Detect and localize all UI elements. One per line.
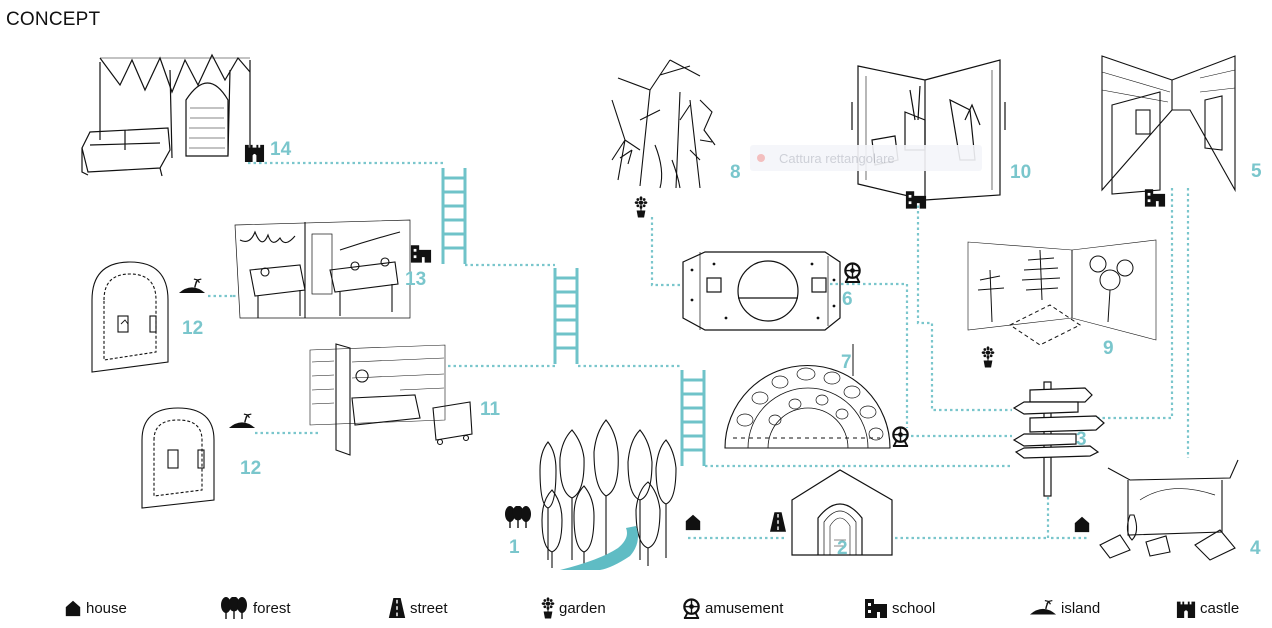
node-number-4: 4 xyxy=(1250,538,1261,559)
garden-icon xyxy=(981,346,995,368)
ladder-2 xyxy=(553,266,579,366)
sketch-3-signpost xyxy=(1012,381,1105,497)
record-dot-icon xyxy=(757,154,765,162)
legend-label: school xyxy=(892,599,936,617)
sketch-10-popup-room xyxy=(851,59,1006,201)
legend-label: garden xyxy=(559,599,606,617)
node-number-11: 11 xyxy=(480,399,501,420)
forest-icon xyxy=(505,506,531,528)
sketch-8-garden xyxy=(611,59,716,189)
street-icon xyxy=(388,598,406,618)
school-icon xyxy=(1144,189,1166,207)
node-number-9: 9 xyxy=(1103,338,1114,359)
connector-lines xyxy=(208,161,1190,540)
legend-label: forest xyxy=(253,599,291,617)
castle-icon xyxy=(244,144,265,162)
house-icon xyxy=(65,600,81,617)
legend-item-garden: garden xyxy=(541,594,606,622)
node-number-13: 13 xyxy=(405,269,427,290)
sketch-14-library-lounge xyxy=(81,53,251,177)
node-number-14: 14 xyxy=(270,139,292,160)
sketch-11-bookshelves xyxy=(309,343,473,456)
sketch-6-vault xyxy=(682,251,841,331)
sketch-5-brick-corridor xyxy=(1101,55,1236,195)
legend-label: street xyxy=(410,599,448,617)
sketch-4-garden-room xyxy=(1099,459,1239,561)
node-number-2: 2 xyxy=(837,538,848,559)
ladder-1 xyxy=(441,166,467,266)
amusement-icon xyxy=(682,597,701,619)
legend-item-school: school xyxy=(864,594,935,622)
node-number-12: 12 xyxy=(182,318,204,339)
diagram-title: CONCEPT xyxy=(6,9,101,30)
sketch-13-office xyxy=(234,219,411,319)
tooltip-text: Cattura rettangolare xyxy=(779,150,895,166)
amusement-icon xyxy=(843,262,862,283)
ladder-3 xyxy=(680,368,706,468)
node-number-8: 8 xyxy=(730,162,741,183)
school-icon xyxy=(865,599,887,618)
sketch-1-forest-river xyxy=(539,419,677,570)
legend-item-castle: castle xyxy=(1176,594,1239,622)
legend-item-forest: forest xyxy=(219,594,291,622)
castle-icon xyxy=(1176,601,1196,618)
legend-label: island xyxy=(1061,599,1101,617)
node-number-1: 1 xyxy=(509,537,520,558)
island-icon xyxy=(1029,599,1057,616)
island-icon xyxy=(228,413,256,429)
node-number-5: 5 xyxy=(1251,161,1262,182)
legend-item-amusement: amusement xyxy=(682,594,783,622)
screen-capture-tooltip: Cattura rettangolare xyxy=(750,145,982,171)
node-number-6: 6 xyxy=(842,289,853,310)
garden-icon xyxy=(541,597,555,619)
sketch-9-courtyard xyxy=(967,239,1157,346)
sketch-12-niche-bottom xyxy=(141,407,215,509)
sketch-2-tunnel-house xyxy=(791,469,893,556)
school-icon xyxy=(905,191,927,209)
sketch-12-niche-top xyxy=(91,261,169,373)
school-icon xyxy=(410,245,432,263)
legend-label: castle xyxy=(1200,599,1240,617)
house-icon xyxy=(685,514,701,531)
node-number-3: 3 xyxy=(1076,429,1087,450)
node-number-10: 10 xyxy=(1010,162,1032,183)
island-icon xyxy=(178,278,206,294)
legend-label: house xyxy=(86,599,127,617)
forest-icon xyxy=(221,597,247,619)
legend-item-house: house xyxy=(64,594,127,622)
legend-label: amusement xyxy=(705,599,784,617)
node-number-7: 7 xyxy=(841,352,852,373)
legend-item-island: island xyxy=(1029,594,1100,622)
garden-icon xyxy=(634,196,648,218)
sketch-7-stone-arch xyxy=(724,344,891,449)
node-number-12: 12 xyxy=(240,458,262,479)
street-icon xyxy=(770,512,786,532)
house-icon xyxy=(1074,516,1090,533)
legend-item-street: street xyxy=(388,594,448,622)
